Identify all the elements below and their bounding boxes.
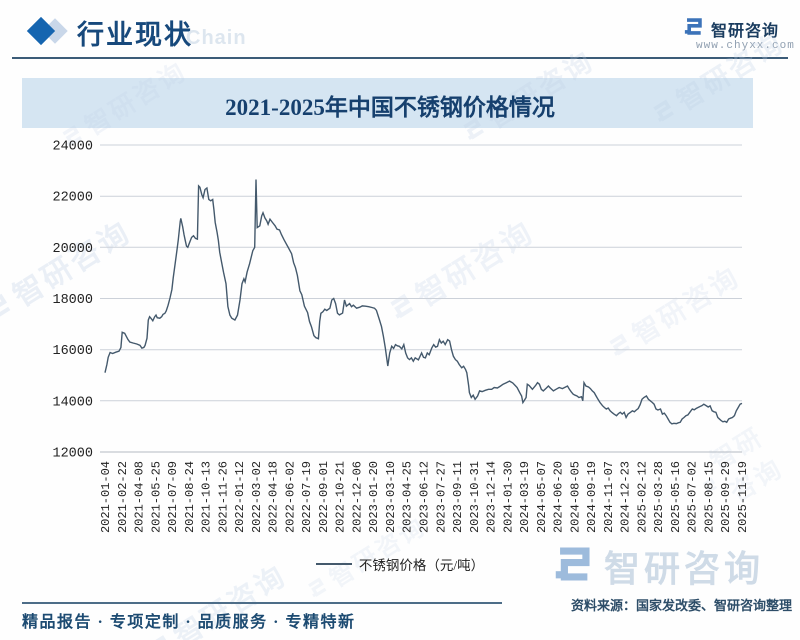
x-axis-tick-label: 2022-12-06	[350, 461, 364, 533]
price-line-chart: 24000 22000 20000 18000 16000 14000 12000 2021-…	[52, 140, 750, 534]
y-axis-tick-label: 12000	[52, 447, 93, 462]
x-axis-tick-label: 2023-12-14	[485, 461, 499, 533]
brand-logo: 智研咨询	[682, 15, 779, 43]
y-axis-tick-label: 24000	[52, 140, 93, 155]
x-axis-tick-label: 2024-03-19	[518, 461, 532, 533]
zhiyan-logo-icon	[682, 15, 705, 43]
footer-watermark-text: 智研咨询	[604, 549, 765, 589]
x-axis-tick-label: 2022-09-01	[317, 461, 331, 533]
x-axis-tick-label: 2023-10-31	[468, 461, 482, 533]
x-axis-tick-label: 2023-09-11	[451, 461, 465, 533]
price-series-line	[104, 179, 743, 425]
footer-divider	[22, 602, 502, 604]
footer-watermark-logo: 智研咨询	[550, 540, 764, 592]
x-axis-tick-label: 2023-06-12	[418, 461, 432, 533]
x-axis-tick-label: 2024-05-07	[535, 461, 549, 533]
x-axis-tick-label: 2022-03-02	[250, 461, 264, 533]
x-axis-tick-label: 2024-06-20	[552, 461, 566, 533]
header-divider	[12, 57, 788, 59]
x-axis-tick-label: 2022-06-02	[283, 461, 297, 533]
chart-title: 2021-2025年中国不锈钢价格情况	[225, 95, 555, 120]
section-title: 行业现状	[77, 20, 193, 50]
x-axis-tick-label: 2022-07-19	[300, 461, 314, 533]
x-axis-tick-label: 2022-01-12	[233, 461, 247, 533]
data-source-note: 资料来源：国家发改委、智研咨询整理	[570, 598, 792, 613]
x-axis-tick-label: 2023-04-25	[401, 461, 415, 533]
y-axis-tick-label: 16000	[52, 344, 93, 359]
chain-watermark-text: Chain	[186, 27, 247, 49]
x-axis-tick-label: 2023-01-20	[367, 461, 381, 533]
x-axis-tick-label: 2025-07-02	[686, 461, 700, 533]
x-axis-tick-label: 2022-04-18	[267, 461, 281, 533]
x-axis-tick-label: 2025-03-28	[652, 461, 666, 533]
x-axis-tick-label: 2024-01-30	[501, 461, 515, 533]
x-axis-tick-label: 2022-10-21	[334, 461, 348, 533]
title-band	[22, 78, 753, 128]
x-axis-tick-label: 2021-02-22	[116, 461, 130, 533]
y-axis-tick-label: 20000	[52, 242, 93, 257]
x-axis-tick-label: 2021-11-26	[216, 461, 230, 533]
x-axis-tick-label: 2021-10-13	[200, 461, 214, 533]
brand-name: 智研咨询	[711, 23, 780, 40]
x-axis-tick-label: 2025-05-16	[669, 461, 683, 533]
x-axis-tick-label: 2021-05-25	[149, 461, 163, 533]
x-axis-tick-label: 2021-04-08	[133, 461, 147, 533]
y-axis-tick-label: 22000	[52, 191, 93, 206]
x-axis-tick-label: 2024-11-07	[602, 461, 616, 533]
x-axis-tick-label: 2021-07-09	[166, 461, 180, 533]
x-axis-tick-label: 2021-01-04	[99, 461, 113, 533]
legend-label: 不锈钢价格（元/吨）	[358, 558, 485, 573]
y-axis-tick-label: 18000	[52, 293, 93, 308]
brand-url: www.chyxx.com	[696, 40, 795, 52]
x-axis-tick-label: 2024-09-19	[585, 461, 599, 533]
x-axis-tick-label: 2025-11-19	[736, 461, 750, 533]
x-axis-tick-label: 2024-08-05	[568, 461, 582, 533]
x-axis-tick-label: 2024-12-23	[619, 461, 633, 533]
x-axis-tick-label: 2023-07-27	[434, 461, 448, 533]
legend-line-marker	[315, 563, 352, 565]
footer-tagline: 精品报告 · 专项定制 · 品质服务 · 专精特新	[22, 614, 356, 631]
zhiyan-logo-icon	[550, 541, 596, 592]
x-axis-tick-label: 2025-02-12	[635, 461, 649, 533]
x-axis-tick-label: 2025-08-15	[703, 461, 717, 533]
x-axis-tick-label: 2021-08-24	[183, 461, 197, 533]
x-axis-tick-label: 2025-09-29	[719, 461, 733, 533]
y-axis-tick-label: 14000	[52, 395, 93, 410]
x-axis-tick-label: 2023-03-10	[384, 461, 398, 533]
chart-legend: 不锈钢价格（元/吨）	[0, 554, 800, 574]
